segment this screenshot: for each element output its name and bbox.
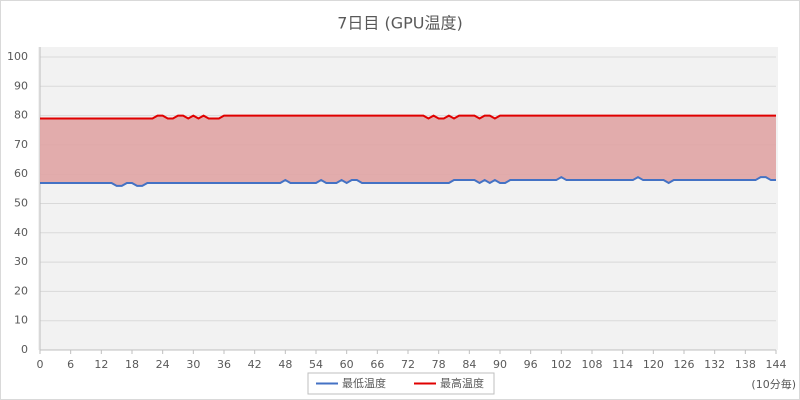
legend (307, 372, 495, 395)
series-line (40, 175, 776, 187)
x-tick-label: 54 (309, 358, 323, 371)
legend-label: 最低温度 (342, 376, 386, 390)
x-tick-label: 108 (582, 358, 603, 371)
x-tick-label: 36 (217, 358, 231, 371)
x-unit-note: (10分毎) (751, 378, 796, 391)
y-tick-label: 20 (14, 284, 28, 297)
plot-area (38, 47, 778, 350)
x-tick-label: 0 (37, 358, 44, 371)
x-tick-label: 6 (67, 358, 74, 371)
x-tick-label: 90 (493, 358, 507, 371)
y-tick-label: 70 (14, 138, 28, 151)
y-tick-label: 80 (14, 109, 28, 122)
y-tick-label: 40 (14, 226, 28, 239)
y-tick-label: 30 (14, 255, 28, 268)
x-tick-label: 48 (278, 358, 292, 371)
range-band (40, 115, 776, 186)
y-tick-label: 10 (14, 314, 28, 327)
x-tick-label: 138 (735, 358, 756, 371)
x-tick-label: 96 (524, 358, 538, 371)
x-tick-label: 72 (401, 358, 415, 371)
x-tick-label: 132 (704, 358, 725, 371)
x-tick-label: 84 (462, 358, 476, 371)
x-tick-label: 30 (186, 358, 200, 371)
x-tick-label: 78 (432, 358, 446, 371)
y-tick-label: 0 (21, 343, 28, 356)
x-tick-label: 66 (370, 358, 384, 371)
x-tick-label: 24 (156, 358, 170, 371)
chart-title: 7日目 (GPU温度) (337, 14, 463, 33)
y-tick-label: 50 (14, 197, 28, 210)
y-tick-label: 90 (14, 79, 28, 92)
x-tick-label: 42 (248, 358, 262, 371)
x-tick-label: 18 (125, 358, 139, 371)
x-tick-label: 102 (551, 358, 572, 371)
y-tick-label: 100 (7, 50, 28, 63)
x-tick-label: 126 (674, 358, 695, 371)
x-tick-label: 12 (94, 358, 108, 371)
series-line (40, 114, 776, 120)
x-tick-label: 120 (643, 358, 664, 371)
x-tick-label: 114 (612, 358, 633, 371)
x-tick-label: 144 (766, 358, 787, 371)
legend-label: 最高温度 (440, 376, 484, 390)
x-tick-label: 60 (340, 358, 354, 371)
y-tick-label: 60 (14, 167, 28, 180)
